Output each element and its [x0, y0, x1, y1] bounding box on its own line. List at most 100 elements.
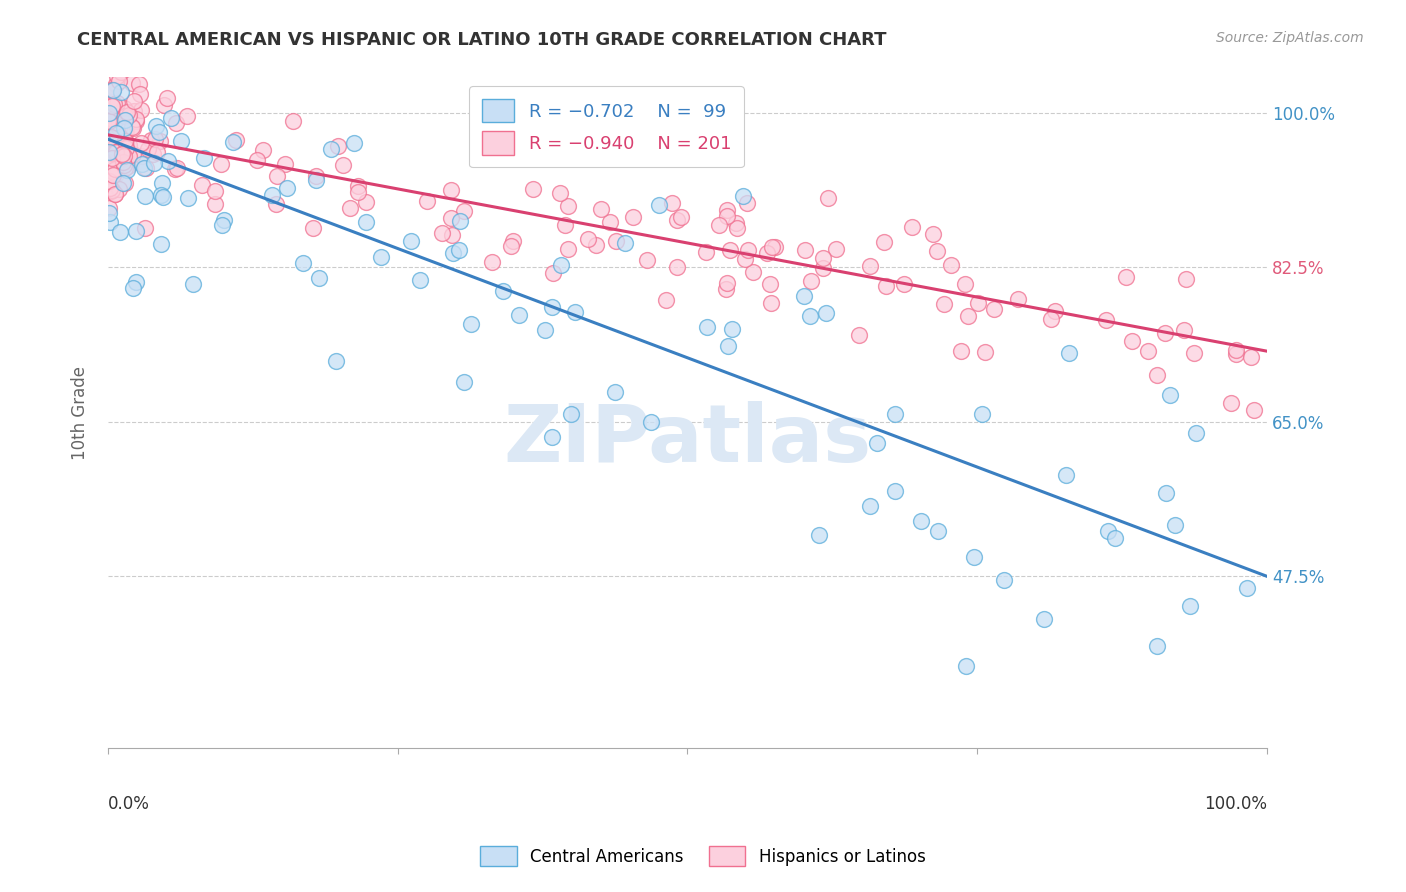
Text: CENTRAL AMERICAN VS HISPANIC OR LATINO 10TH GRADE CORRELATION CHART: CENTRAL AMERICAN VS HISPANIC OR LATINO 1… [77, 31, 887, 49]
Point [214, 213, 236, 227]
Point [883, 483, 905, 498]
Point [346, 179, 368, 194]
Point [346, 185, 368, 199]
Point [124, 113, 146, 128]
Point [343, 136, 366, 151]
Point [1182, 345, 1205, 359]
Point [111, 147, 134, 161]
Point [717, 339, 740, 353]
Point [101, 151, 124, 165]
Point [112, 101, 135, 115]
Point [759, 295, 782, 310]
Point [737, 196, 759, 211]
Point [934, 296, 956, 310]
Point [98, 215, 121, 229]
Point [97, 145, 120, 159]
Point [1057, 346, 1080, 360]
Point [118, 137, 141, 152]
Point [1154, 326, 1177, 341]
Point [974, 345, 997, 359]
Point [152, 190, 174, 204]
Point [613, 235, 636, 250]
Point [305, 173, 328, 187]
Point [98, 26, 121, 40]
Point [560, 408, 582, 422]
Point [921, 227, 943, 242]
Point [666, 260, 689, 274]
Point [101, 183, 124, 197]
Point [149, 135, 172, 149]
Point [156, 91, 179, 105]
Point [105, 78, 128, 92]
Point [103, 116, 125, 130]
Point [114, 124, 136, 138]
Point [669, 210, 692, 224]
Point [721, 322, 744, 336]
Point [993, 573, 1015, 587]
Point [541, 300, 564, 314]
Point [453, 203, 475, 218]
Point [101, 83, 124, 97]
Point [332, 158, 354, 172]
Point [811, 260, 834, 275]
Point [983, 301, 1005, 316]
Point [110, 136, 132, 151]
Point [204, 196, 226, 211]
Point [98, 117, 121, 131]
Point [121, 76, 143, 90]
Point [605, 234, 627, 248]
Point [176, 109, 198, 123]
Point [104, 145, 127, 159]
Point [591, 202, 613, 216]
Point [111, 154, 134, 169]
Point [110, 85, 132, 99]
Point [636, 252, 658, 267]
Point [100, 184, 122, 198]
Point [1054, 468, 1077, 483]
Point [97, 114, 120, 128]
Point [118, 149, 141, 163]
Point [209, 157, 232, 171]
Point [370, 250, 392, 264]
Point [155, 24, 177, 38]
Point [440, 183, 463, 197]
Point [564, 305, 586, 319]
Point [550, 258, 572, 272]
Point [522, 181, 544, 195]
Point [718, 243, 741, 257]
Point [814, 306, 837, 320]
Point [356, 215, 378, 229]
Point [193, 151, 215, 165]
Point [325, 354, 347, 368]
Point [134, 220, 156, 235]
Point [1040, 312, 1063, 326]
Point [276, 181, 298, 195]
Point [121, 121, 143, 136]
Point [122, 103, 145, 118]
Point [763, 240, 786, 254]
Point [112, 149, 135, 163]
Point [150, 188, 173, 202]
Point [761, 239, 783, 253]
Point [101, 146, 124, 161]
Point [354, 194, 377, 209]
Point [949, 344, 972, 359]
Point [925, 244, 948, 258]
Point [97, 113, 120, 128]
Point [124, 94, 146, 108]
Point [447, 243, 470, 257]
Point [105, 15, 128, 29]
Point [409, 273, 432, 287]
Point [696, 320, 718, 334]
Point [508, 308, 530, 322]
Point [440, 211, 463, 225]
Point [114, 151, 136, 165]
Point [110, 65, 132, 79]
Point [759, 277, 782, 291]
Point [695, 244, 717, 259]
Point [793, 288, 815, 302]
Point [122, 281, 145, 295]
Point [134, 161, 156, 175]
Point [817, 191, 839, 205]
Point [165, 162, 187, 177]
